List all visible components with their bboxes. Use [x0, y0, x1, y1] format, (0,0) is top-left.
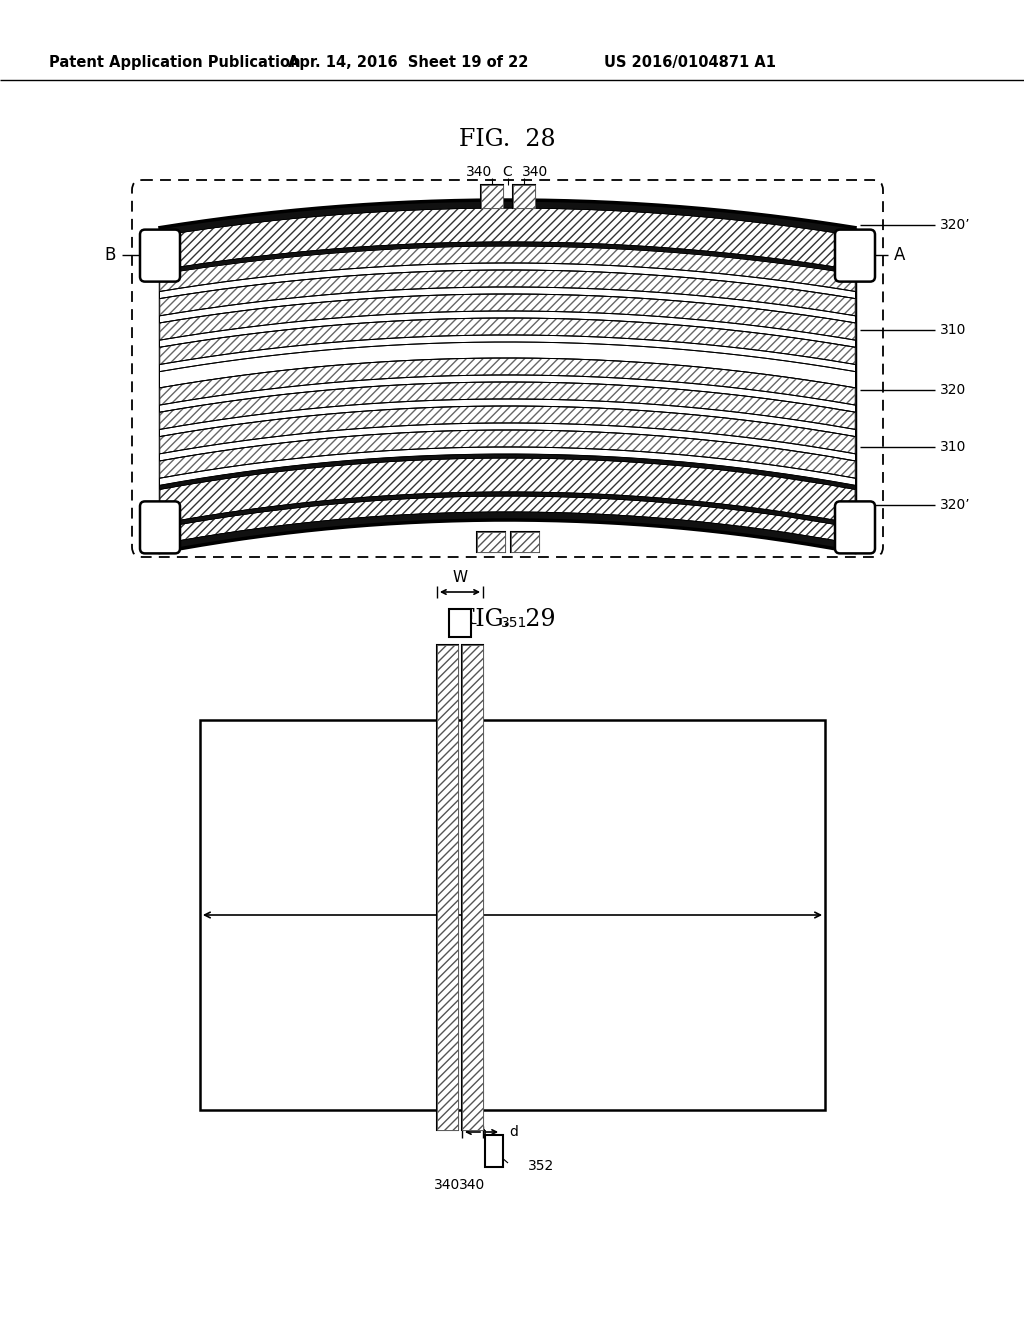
Bar — [476, 532, 505, 552]
Bar — [480, 185, 503, 209]
Text: 320’: 320’ — [940, 498, 971, 512]
Text: 340: 340 — [460, 1177, 485, 1192]
Text: B: B — [104, 246, 116, 264]
Polygon shape — [160, 407, 855, 454]
Text: ℓ: ℓ — [442, 924, 454, 942]
Bar — [462, 645, 483, 1130]
FancyBboxPatch shape — [140, 230, 180, 281]
Text: 340: 340 — [434, 1177, 461, 1192]
Text: FIG.  29: FIG. 29 — [459, 609, 555, 631]
Polygon shape — [160, 294, 855, 341]
Text: 340: 340 — [522, 165, 549, 180]
Bar — [485, 1135, 503, 1167]
Text: A: A — [894, 246, 905, 264]
Bar — [512, 185, 535, 209]
Bar — [511, 532, 539, 552]
Text: 320’: 320’ — [940, 218, 971, 232]
Text: 320: 320 — [940, 383, 967, 397]
Bar — [437, 645, 458, 1130]
Bar — [200, 719, 825, 1110]
Polygon shape — [160, 496, 855, 544]
Polygon shape — [160, 430, 855, 478]
Polygon shape — [160, 381, 855, 429]
FancyBboxPatch shape — [835, 502, 874, 553]
Text: 340: 340 — [466, 165, 493, 180]
FancyBboxPatch shape — [835, 230, 874, 281]
Polygon shape — [160, 358, 855, 405]
Text: d: d — [509, 1125, 518, 1139]
Polygon shape — [160, 209, 855, 271]
Bar — [511, 532, 539, 552]
Text: 310: 310 — [940, 323, 967, 337]
Text: W: W — [453, 570, 468, 586]
Bar — [437, 645, 458, 1130]
Bar — [480, 185, 503, 209]
Polygon shape — [160, 458, 855, 524]
Bar — [449, 609, 471, 638]
FancyBboxPatch shape — [140, 502, 180, 553]
Text: C: C — [503, 165, 512, 180]
Text: Apr. 14, 2016  Sheet 19 of 22: Apr. 14, 2016 Sheet 19 of 22 — [288, 55, 528, 70]
Bar — [512, 185, 535, 209]
Text: US 2016/0104871 A1: US 2016/0104871 A1 — [604, 55, 776, 70]
Text: 352: 352 — [528, 1159, 554, 1173]
Text: Patent Application Publication: Patent Application Publication — [49, 55, 301, 70]
Polygon shape — [160, 318, 855, 364]
Text: 310: 310 — [940, 440, 967, 454]
Bar — [462, 645, 483, 1130]
Bar — [476, 532, 505, 552]
Text: 351: 351 — [501, 616, 527, 630]
Polygon shape — [160, 271, 855, 315]
Polygon shape — [160, 246, 855, 292]
Text: FIG.  28: FIG. 28 — [459, 128, 555, 152]
